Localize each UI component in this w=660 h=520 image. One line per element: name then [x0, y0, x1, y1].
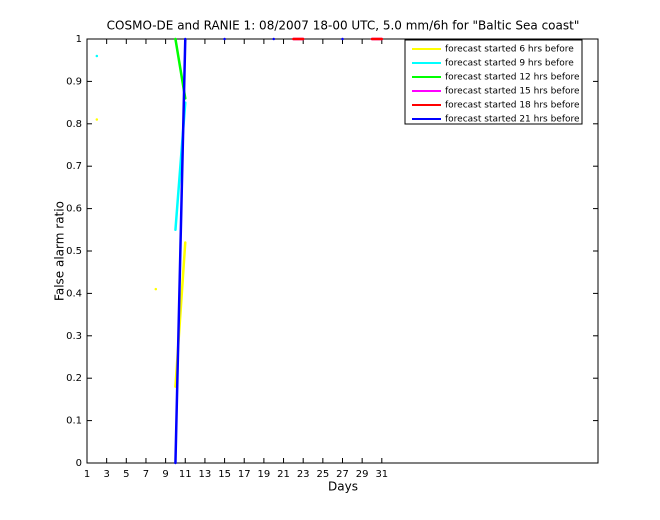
x-tick-label: 11 [179, 469, 192, 480]
y-tick-label: 1 [76, 34, 82, 45]
legend-box [404, 39, 583, 125]
x-tick-label: 21 [277, 469, 290, 480]
x-tick-label: 17 [238, 469, 251, 480]
legend-label: forecast started 12 hrs before [445, 73, 580, 83]
x-tick-label: 1 [84, 469, 90, 480]
chart-title: COSMO-DE and RANIE 1: 08/2007 18-00 UTC,… [107, 19, 580, 33]
legend-label: forecast started 21 hrs before [445, 115, 580, 125]
y-tick-label: 0.4 [66, 288, 82, 299]
x-tick-label: 27 [336, 469, 349, 480]
x-tick-label: 9 [162, 469, 168, 480]
series-line [174, 37, 344, 465]
y-tick-label: 0.9 [66, 76, 82, 87]
y-tick-label: 0.1 [66, 416, 82, 427]
y-tick-label: 0.8 [66, 119, 82, 130]
x-axis-label: Days [328, 480, 358, 494]
y-axis-label: False alarm ratio [53, 201, 67, 301]
y-tick-label: 0 [76, 458, 82, 469]
legend-label: forecast started 18 hrs before [445, 101, 580, 111]
x-tick-label: 13 [199, 469, 212, 480]
x-tick-label: 7 [143, 469, 149, 480]
y-tick-label: 0.7 [66, 161, 82, 172]
y-tick-label: 0.3 [66, 331, 82, 342]
y-tick-label: 0.2 [66, 373, 82, 384]
x-tick-label: 31 [375, 469, 388, 480]
x-tick-label: 3 [103, 469, 109, 480]
legend-label: forecast started 9 hrs before [445, 59, 574, 69]
y-tick-label: 0.6 [66, 204, 82, 215]
y-tick-label: 0.5 [66, 246, 82, 257]
x-tick-label: 23 [297, 469, 310, 480]
x-tick-label: 29 [356, 469, 369, 480]
x-tick-label: 5 [123, 469, 129, 480]
legend-label: forecast started 6 hrs before [445, 45, 574, 55]
x-tick-label: 25 [316, 469, 329, 480]
legend-label: forecast started 15 hrs before [445, 87, 580, 97]
x-tick-label: 15 [218, 469, 231, 480]
x-tick-label: 19 [258, 469, 271, 480]
